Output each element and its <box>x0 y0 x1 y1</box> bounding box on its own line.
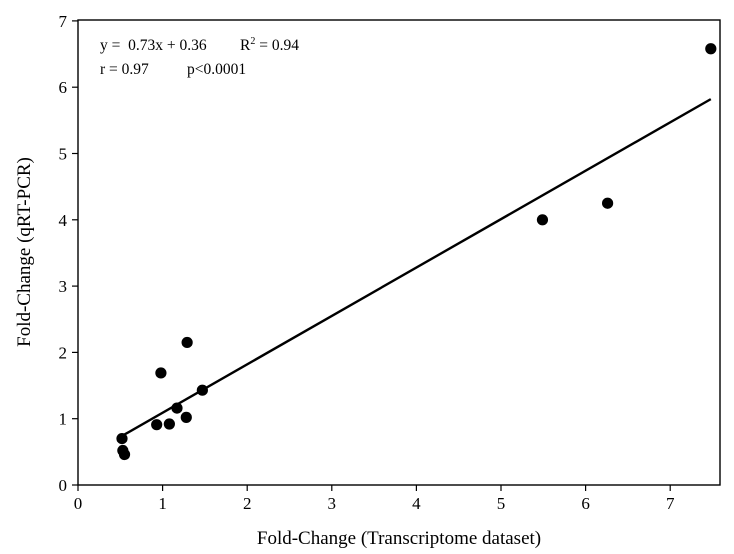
x-tick-label: 0 <box>74 494 83 513</box>
x-tick-label: 3 <box>328 494 337 513</box>
r-squared-value: = 0.94 <box>255 37 299 54</box>
y-tick-label: 7 <box>59 12 68 31</box>
y-tick-label: 3 <box>59 277 68 296</box>
y-tick-label: 5 <box>59 145 68 164</box>
x-axis-label: Fold-Change (Transcriptome dataset) <box>257 528 541 549</box>
y-axis-label: Fold-Change (qRT-PCR) <box>14 157 35 347</box>
data-point <box>536 214 549 226</box>
p-value-text: p<0.0001 <box>187 61 246 78</box>
x-tick-label: 7 <box>666 494 675 513</box>
data-point <box>151 419 163 431</box>
plot-frame <box>77 19 721 486</box>
data-point <box>181 336 193 349</box>
axis-tick-labels: 0 1 2 3 4 5 6 7 0 1 2 3 4 5 6 7 <box>59 12 675 513</box>
r-squared-label: R <box>240 37 251 54</box>
x-tick-label: 4 <box>412 494 421 513</box>
data-point <box>180 411 192 423</box>
x-tick-label: 5 <box>497 494 506 513</box>
data-point <box>155 367 167 379</box>
data-point <box>705 43 717 55</box>
data-point <box>196 384 208 396</box>
regression-line <box>121 98 712 438</box>
x-tick-label: 6 <box>581 494 590 513</box>
x-tick-label: 2 <box>243 494 252 513</box>
r-squared-text: R2 = 0.94 <box>240 36 299 54</box>
data-point <box>118 448 131 461</box>
y-tick-label: 0 <box>59 476 68 495</box>
y-tick-label: 1 <box>59 410 68 429</box>
r-squared-superscript: 2 <box>250 36 255 47</box>
axis-ticks <box>72 20 671 491</box>
data-points <box>116 43 717 461</box>
y-tick-label: 4 <box>59 211 68 230</box>
y-tick-label: 6 <box>59 78 68 97</box>
pearson-r-text: r = 0.97 <box>100 61 149 78</box>
x-tick-label: 1 <box>158 494 167 513</box>
data-point <box>116 432 128 445</box>
data-point <box>601 197 614 209</box>
data-point <box>171 402 183 414</box>
equation-text: y = 0.73x + 0.36 <box>100 37 207 54</box>
y-tick-label: 2 <box>59 343 68 362</box>
data-point <box>163 418 175 430</box>
